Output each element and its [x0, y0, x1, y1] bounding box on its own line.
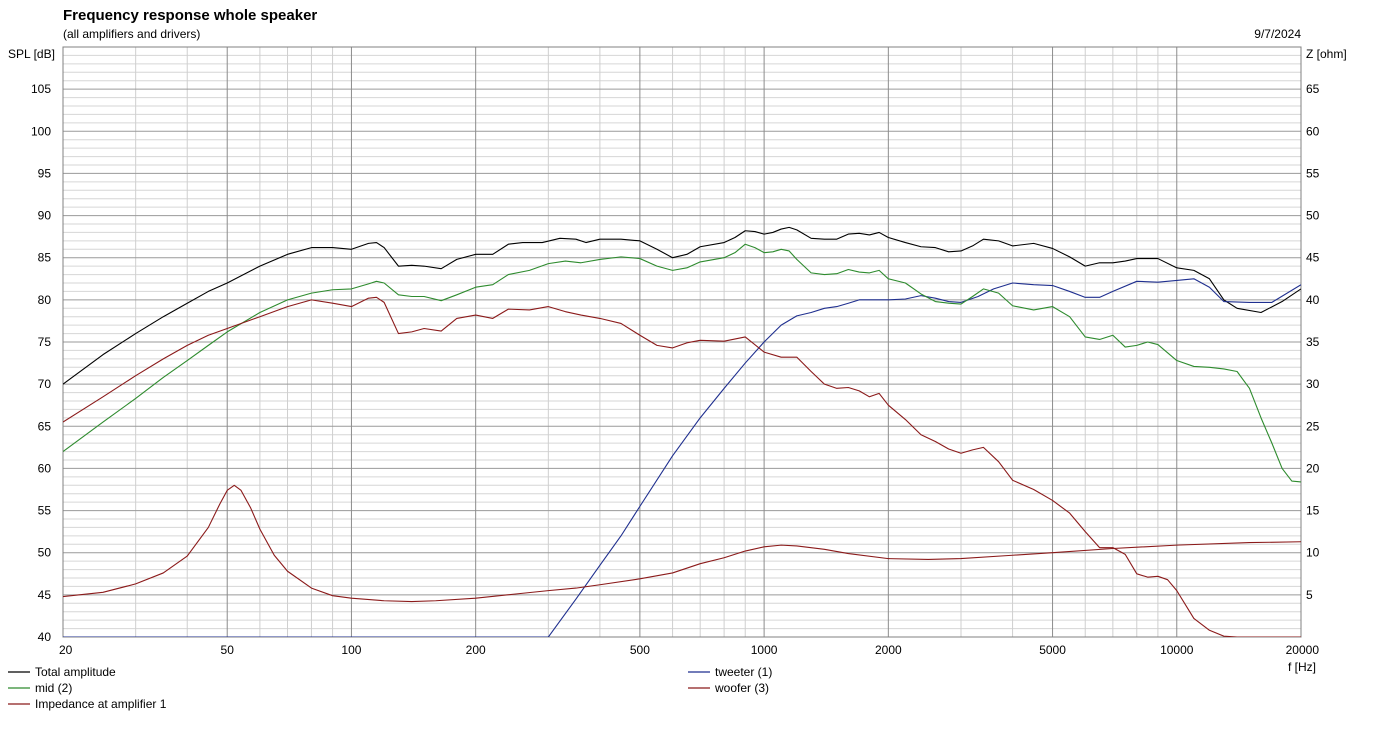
y-tick-left-label: 55 [38, 504, 52, 518]
legend-item: Total amplitude [8, 665, 116, 679]
y-tick-left-label: 95 [38, 166, 52, 180]
y-tick-right-label: 50 [1306, 209, 1320, 223]
legend-item: Impedance at amplifier 1 [8, 697, 167, 711]
y-axis-right-label: Z [ohm] [1306, 47, 1347, 61]
y-tick-right-label: 20 [1306, 461, 1320, 475]
y-tick-left-label: 50 [38, 546, 52, 560]
legend-item: woofer (3) [688, 681, 769, 695]
y-tick-left-label: 80 [38, 293, 52, 307]
y-tick-right-label: 15 [1306, 504, 1320, 518]
y-tick-left-label: 85 [38, 251, 52, 265]
x-tick-label: 50 [221, 643, 235, 657]
x-tick-label: 20000 [1286, 643, 1320, 657]
legend-label: Impedance at amplifier 1 [35, 697, 167, 711]
y-tick-right-label: 25 [1306, 419, 1320, 433]
y-tick-right-label: 5 [1306, 588, 1313, 602]
x-tick-label: 200 [466, 643, 486, 657]
x-tick-label: 500 [630, 643, 650, 657]
legend-item: mid (2) [8, 681, 72, 695]
legend-label: Total amplitude [35, 665, 116, 679]
x-tick-label: 5000 [1039, 643, 1066, 657]
y-axis-left-label: SPL [dB] [8, 47, 55, 61]
legend-label: mid (2) [35, 681, 72, 695]
legend-item: tweeter (1) [688, 665, 772, 679]
tick-labels: 40 45 50 55 60 65 70 75 80 85 90 95 100 105 5 10 15 20 25 3… [31, 82, 1320, 657]
y-tick-left-label: 40 [38, 630, 52, 644]
chart-date: 9/7/2024 [1254, 27, 1301, 41]
series-line-total-amplitude [63, 226, 1301, 385]
y-tick-left-label: 65 [38, 419, 52, 433]
y-tick-left-label: 100 [31, 124, 51, 138]
y-tick-left-label: 45 [38, 588, 52, 602]
y-tick-right-label: 60 [1306, 124, 1320, 138]
y-tick-right-label: 65 [1306, 82, 1320, 96]
y-tick-left-label: 75 [38, 335, 52, 349]
y-tick-right-label: 35 [1306, 335, 1320, 349]
x-tick-label: 20 [59, 643, 73, 657]
plot-area-frame [62, 46, 1302, 638]
x-axis-label: f [Hz] [1288, 660, 1316, 674]
major-gridlines [63, 47, 1301, 637]
y-tick-left-label: 90 [38, 209, 52, 223]
series-line-impedance-at-amplifier-1 [63, 484, 1301, 603]
legend-label: woofer (3) [714, 681, 769, 695]
x-tick-label: 2000 [875, 643, 902, 657]
y-tick-right-label: 40 [1306, 293, 1320, 307]
legend-label: tweeter (1) [715, 665, 772, 679]
legend: Total amplitude tweeter (1) mid (2) woofer … [8, 665, 772, 711]
y-tick-right-label: 30 [1306, 377, 1320, 391]
chart-subtitle: (all amplifiers and drivers) [63, 27, 200, 41]
x-tick-label: 10000 [1160, 643, 1194, 657]
x-tick-label: 1000 [751, 643, 778, 657]
series-line-tweeter-1 [63, 278, 1301, 637]
series-layer [63, 226, 1301, 637]
y-tick-right-label: 45 [1306, 251, 1320, 265]
y-tick-left-label: 70 [38, 377, 52, 391]
y-tick-left-label: 60 [38, 461, 52, 475]
y-tick-right-label: 10 [1306, 546, 1320, 560]
chart-title: Frequency response whole speaker [63, 7, 317, 24]
x-tick-label: 100 [341, 643, 361, 657]
y-tick-right-label: 55 [1306, 166, 1320, 180]
y-tick-left-label: 105 [31, 82, 51, 96]
series-line-woofer-3 [63, 296, 1301, 637]
series-line-mid-2 [63, 243, 1301, 483]
